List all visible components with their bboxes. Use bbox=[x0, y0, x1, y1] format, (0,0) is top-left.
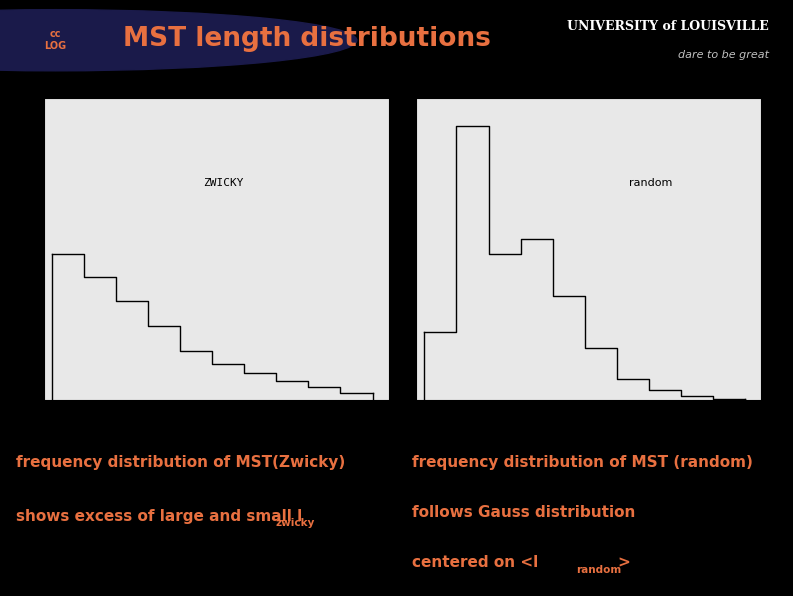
Text: length: length bbox=[468, 425, 508, 438]
Text: shows excess of large and small l: shows excess of large and small l bbox=[16, 508, 302, 523]
Text: frequency distribution of MST(Zwicky): frequency distribution of MST(Zwicky) bbox=[16, 455, 345, 470]
Text: dare to be great: dare to be great bbox=[678, 50, 769, 60]
Text: x10⁻¹: x10⁻¹ bbox=[20, 77, 43, 86]
Text: frequency distribution of MST (random): frequency distribution of MST (random) bbox=[412, 455, 753, 470]
Text: Fig. 5(a): Fig. 5(a) bbox=[209, 425, 243, 434]
Text: >: > bbox=[617, 555, 630, 570]
Y-axis label: F(l): F(l) bbox=[16, 240, 26, 257]
Text: x×10⁻¹: x×10⁻¹ bbox=[720, 425, 750, 434]
Text: random: random bbox=[576, 565, 621, 575]
Text: centered on <l: centered on <l bbox=[412, 555, 538, 570]
Text: random: random bbox=[629, 178, 672, 188]
Text: UNIVERSITY of LOUISVILLE: UNIVERSITY of LOUISVILLE bbox=[568, 20, 769, 33]
Text: ZWICKY: ZWICKY bbox=[203, 178, 243, 188]
Text: < l >: < l > bbox=[737, 436, 759, 445]
Text: X10⁻¹: X10⁻¹ bbox=[347, 425, 371, 434]
Text: < l >: < l > bbox=[365, 436, 386, 445]
Text: cc
LOG: cc LOG bbox=[44, 29, 67, 51]
Text: length: length bbox=[95, 425, 135, 438]
Text: follows Gauss distribution: follows Gauss distribution bbox=[412, 505, 636, 520]
Text: zwicky: zwicky bbox=[276, 518, 316, 528]
Circle shape bbox=[0, 10, 357, 71]
Text: Fig. 5(b): Fig. 5(b) bbox=[582, 425, 616, 434]
Y-axis label: F(l): F(l) bbox=[389, 240, 399, 257]
Text: MST length distributions: MST length distributions bbox=[123, 26, 491, 52]
Text: X10⁻¹: X10⁻¹ bbox=[393, 77, 416, 86]
